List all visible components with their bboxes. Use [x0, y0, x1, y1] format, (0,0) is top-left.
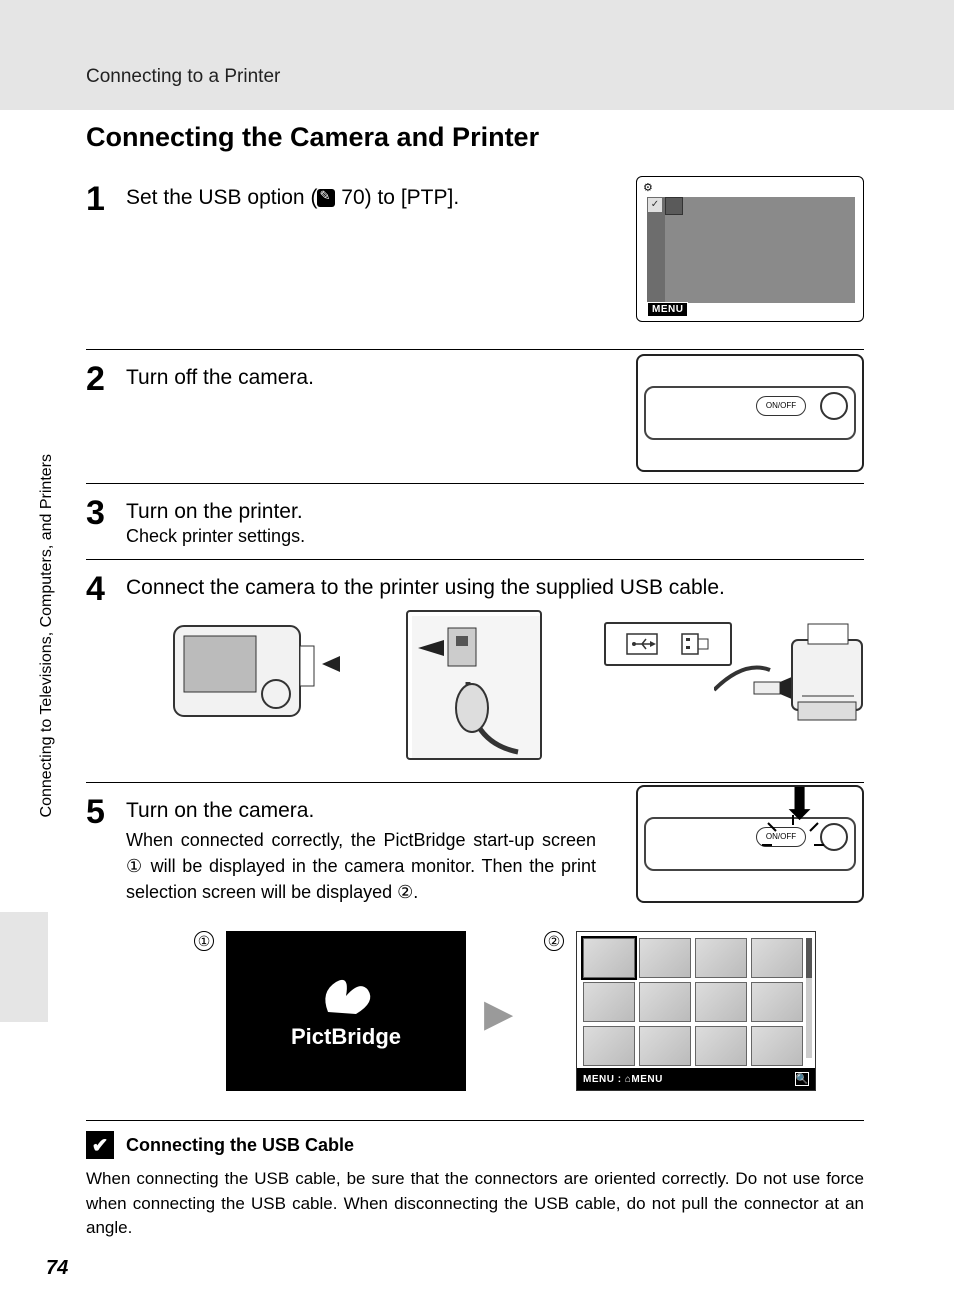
scrollbar-thumb: [806, 938, 812, 978]
header-band: [0, 0, 954, 110]
usb-mass-icon: [665, 215, 683, 233]
step1-text-pre: Set the USB option (: [126, 186, 317, 209]
caution-check-icon: ✔: [86, 1131, 114, 1159]
press-flash-icon: [758, 815, 828, 865]
thumbnail: [583, 938, 635, 978]
step-number: 5: [86, 791, 126, 829]
arrow-right-icon: ▶: [484, 991, 513, 1036]
shutter-button-icon: [820, 392, 848, 420]
page-title: Connecting the Camera and Printer: [86, 122, 539, 153]
steps-container: 1 Set the USB option ( 70) to [PTP]. ⚙ ✓…: [86, 170, 864, 1113]
thumbnail: [583, 1026, 635, 1066]
note-header: ✔ Connecting the USB Cable: [86, 1131, 864, 1159]
page-number: 74: [46, 1257, 68, 1280]
thumbnail: [751, 1026, 803, 1066]
thumbnail: [639, 1026, 691, 1066]
usb-logo-block: [604, 622, 732, 666]
callout-2: ②: [544, 931, 564, 951]
menu-label: MENU: [647, 302, 688, 317]
thumbs-menu-label: MENU : ⌂MENU: [583, 1074, 663, 1085]
step-paragraph: When connected correctly, the PictBridge…: [126, 823, 596, 905]
step-1: 1 Set the USB option ( 70) to [PTP]. ⚙ ✓…: [86, 170, 864, 350]
usb-port-closeup: [406, 610, 542, 760]
usb-plug-icon: [680, 630, 710, 658]
note-section: ✔ Connecting the USB Cable When connecti…: [86, 1120, 864, 1241]
step-subtext: Check printer settings.: [126, 524, 864, 547]
thumbnail: [695, 982, 747, 1022]
usb-setup-icon: ⚙: [643, 181, 653, 194]
step-number: 1: [86, 178, 126, 216]
side-section-text: Connecting to Televisions, Computers, an…: [38, 454, 56, 817]
thumbnail: [639, 938, 691, 978]
side-section-label: Connecting to Televisions, Computers, an…: [38, 454, 56, 817]
lcd-screen: ✓: [647, 197, 855, 303]
step-body: Turn on the printer. Check printer setti…: [126, 492, 864, 547]
pictbridge-icon: [316, 972, 376, 1018]
zoom-icon: 🔍: [795, 1072, 809, 1086]
thumbnail: [695, 1026, 747, 1066]
setup-icon: [317, 189, 335, 207]
thumbs-bottom-bar: MENU : ⌂MENU 🔍: [577, 1068, 815, 1090]
note-body: When connecting the USB cable, be sure t…: [86, 1167, 864, 1241]
camera-back-icon: [172, 616, 342, 732]
step-4: 4 Connect the camera to the printer usin…: [86, 560, 864, 783]
lcd-illustration-usb: ⚙ ✓ MENU: [636, 176, 864, 322]
note-title: Connecting the USB Cable: [126, 1135, 354, 1156]
step-title: Connect the camera to the printer using …: [126, 568, 864, 600]
step-2: 2 Turn off the camera. ON/OFF: [86, 350, 864, 484]
camera-top-illustration-on: ON/OFF ⬇: [636, 785, 864, 903]
pictbridge-label: PictBridge: [291, 1024, 401, 1050]
thumb-tab: [0, 912, 48, 1022]
camera-top-illustration: ON/OFF: [636, 354, 864, 472]
step-number: 4: [86, 568, 126, 606]
thumbnail-grid: [577, 932, 815, 1068]
thumbnail: [751, 938, 803, 978]
pictbridge-screen: PictBridge: [226, 931, 466, 1091]
step-5: 5 Turn on the camera. When connected cor…: [86, 783, 864, 1113]
step-number: 2: [86, 358, 126, 396]
power-button: ON/OFF: [756, 396, 806, 416]
usb-icon: [626, 633, 674, 655]
step-body: Connect the camera to the printer using …: [126, 568, 864, 770]
thumbnail: [751, 982, 803, 1022]
usb-connection-illustration: [126, 610, 864, 770]
step-title: Turn on the printer.: [126, 492, 864, 524]
thumbnail: [695, 938, 747, 978]
checkmark-icon: ✓: [648, 198, 662, 212]
step-3: 3 Turn on the printer. Check printer set…: [86, 484, 864, 560]
step1-text-post: 70) to [PTP].: [335, 186, 459, 209]
step-number: 3: [86, 492, 126, 530]
divider: [86, 1120, 864, 1121]
screens-row: ① PictBridge ▶ ②: [126, 931, 864, 1101]
print-selection-screen: MENU : ⌂MENU 🔍: [576, 931, 816, 1091]
lcd-side-strip: ✓: [647, 197, 665, 303]
usb-ptp-icon: [665, 197, 683, 215]
thumbnail: [583, 982, 635, 1022]
thumbnail: [639, 982, 691, 1022]
callout-1: ①: [194, 931, 214, 951]
running-header: Connecting to a Printer: [86, 66, 280, 88]
printer-icon: [714, 610, 864, 750]
